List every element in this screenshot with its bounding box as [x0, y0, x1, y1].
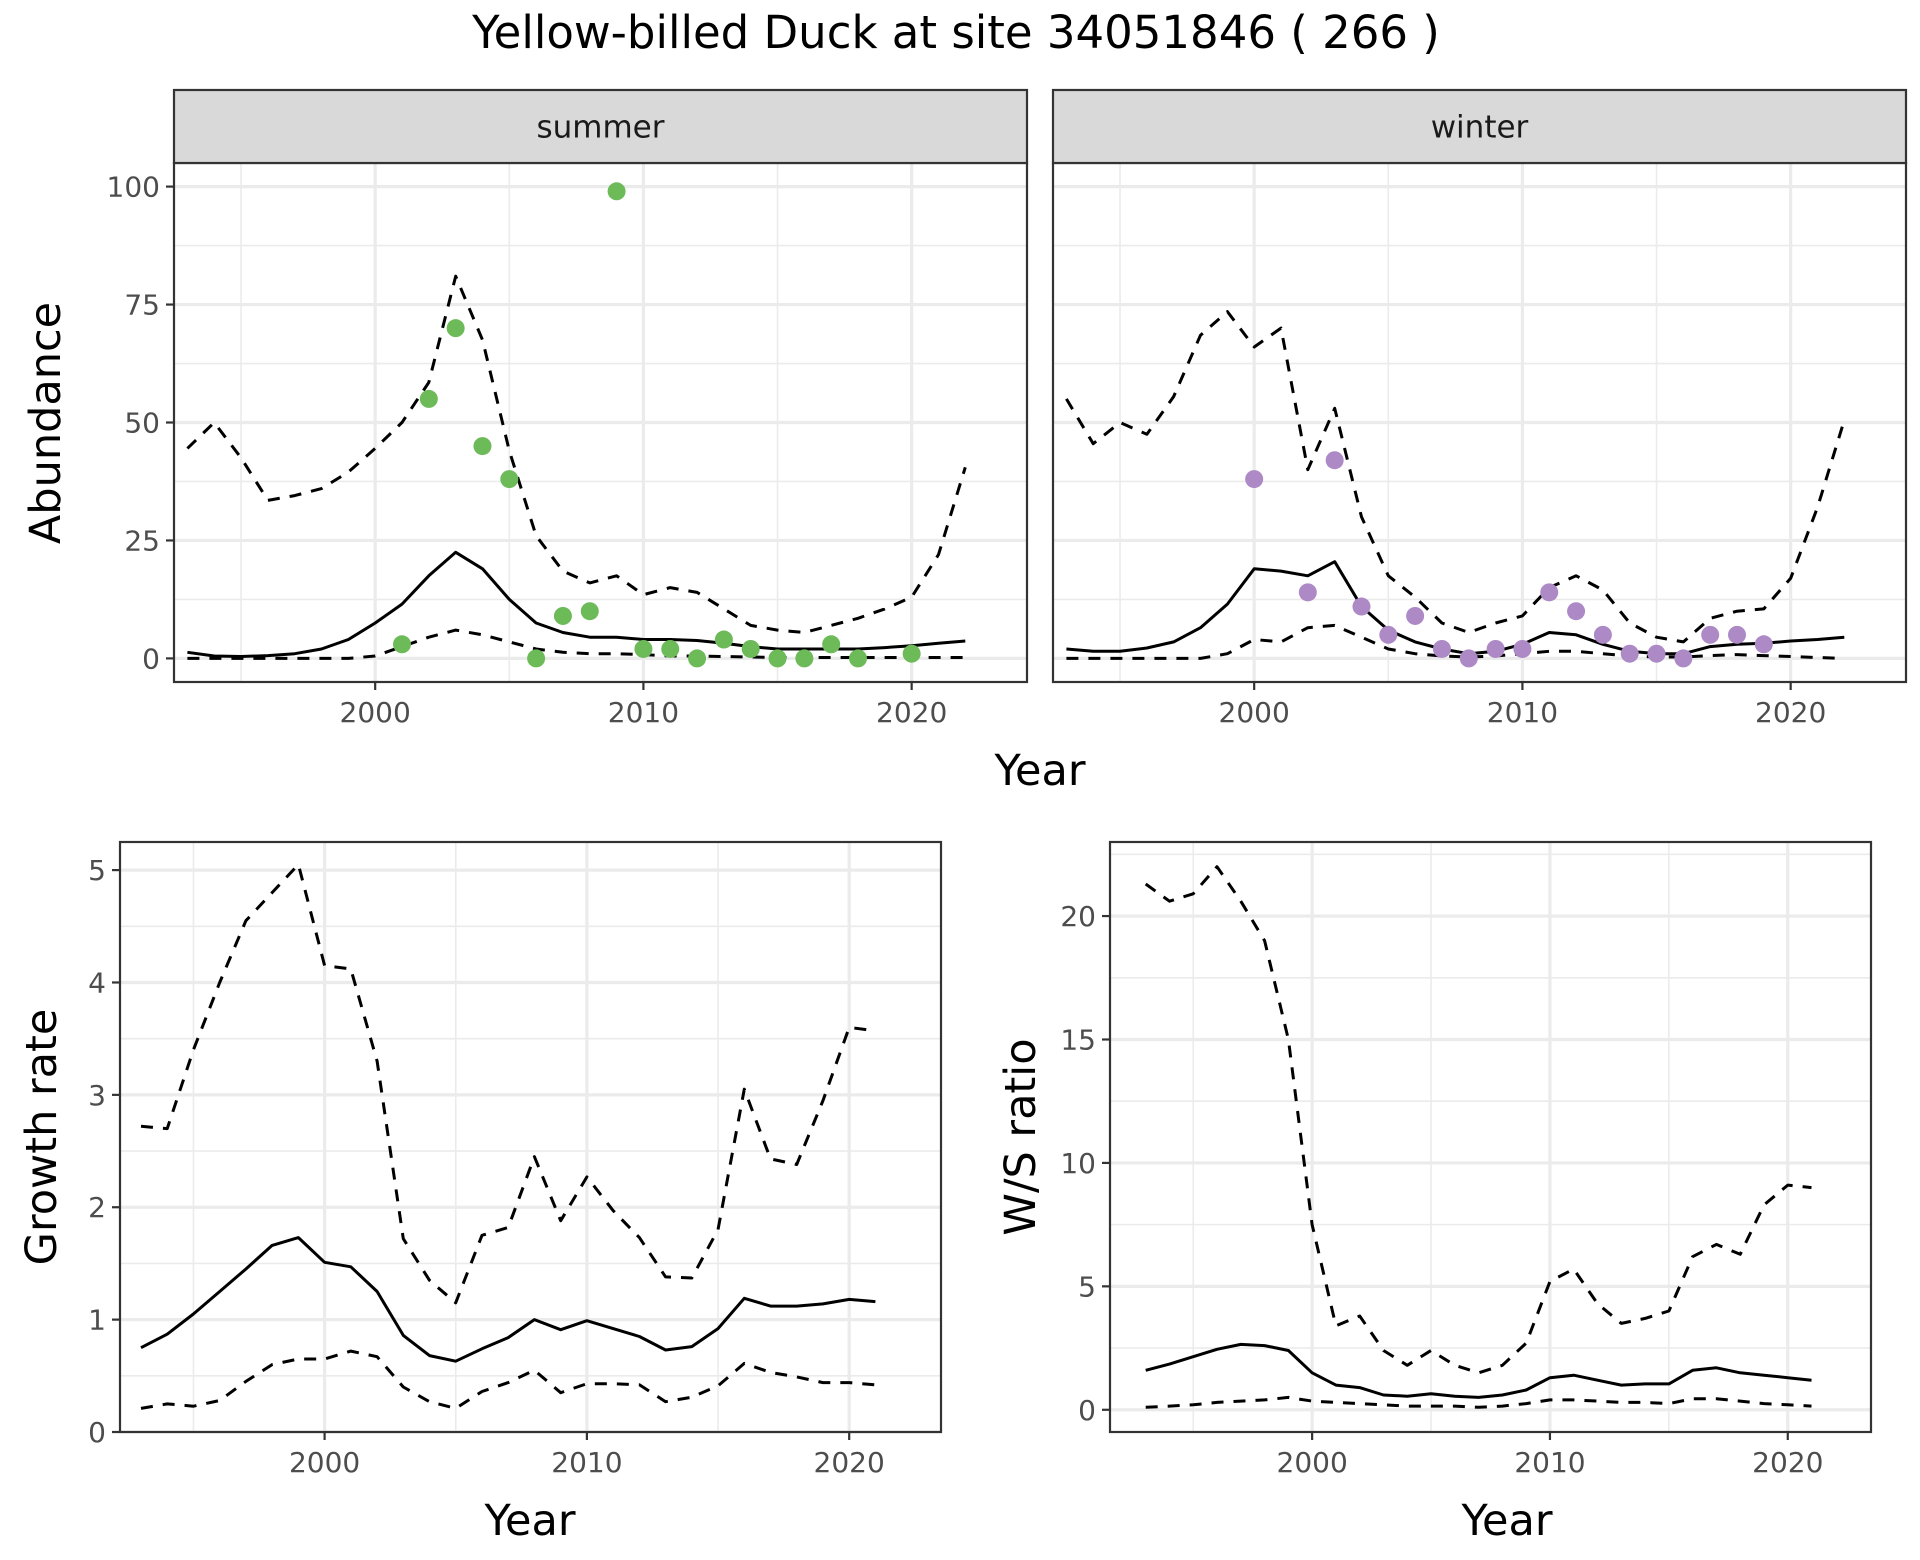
facet-label: winter — [1431, 110, 1529, 146]
ratio-bound-line — [1145, 1395, 1812, 1409]
winter-median-line — [1066, 560, 1845, 656]
x-tick-label: 2010 — [551, 1446, 622, 1479]
winter-data-point — [1593, 625, 1612, 644]
y-axis-title: Abundance — [21, 302, 71, 544]
y-axis-title: Growth rate — [17, 1009, 67, 1266]
growth-bound-line — [140, 863, 876, 1305]
facet-label: summer — [536, 110, 664, 146]
winter-bound-line — [1066, 623, 1845, 660]
winter-data-point — [1728, 625, 1747, 644]
plot-area — [1110, 842, 1871, 1432]
summer-data-point — [688, 649, 707, 668]
winter-data-point — [1352, 597, 1371, 616]
x-tick-label: 2010 — [1514, 1446, 1585, 1479]
y-tick-label: 10 — [1060, 1147, 1096, 1180]
winter-data-point — [1674, 649, 1693, 668]
winter-data-point — [1432, 639, 1451, 658]
summer-data-point — [473, 437, 492, 456]
y-tick-label: 5 — [88, 854, 106, 887]
panel-summer: summer 2000 2010 2020 0 25 50 75 100 Abundance — [21, 88, 1029, 729]
y-tick-label: 15 — [1060, 1023, 1096, 1056]
summer-data-point — [393, 635, 412, 654]
summer-data-point — [553, 606, 572, 625]
panel-border — [1108, 840, 1873, 1434]
panel-border — [118, 840, 943, 1434]
facet-strip — [1051, 88, 1908, 165]
winter-data-point — [1486, 639, 1505, 658]
panel-winter: winter 2000 2010 2020 Year — [993, 88, 1908, 796]
ratio-bound-line — [1144, 865, 1812, 1375]
winter-data-point — [1567, 602, 1586, 621]
growth-median-line — [140, 1236, 876, 1363]
x-tick-label: 2020 — [1752, 1446, 1823, 1479]
winter-data-point — [1406, 606, 1425, 625]
panel-growth: 2000 2010 2020 0 1 2 3 4 5 Year Growth rate — [17, 840, 943, 1546]
summer-data-point — [661, 639, 680, 658]
x-tick-label: 2010 — [1487, 696, 1558, 729]
summer-data-point — [580, 602, 599, 621]
y-tick-label: 2 — [88, 1191, 106, 1224]
x-tick-label: 2010 — [608, 696, 679, 729]
winter-data-point — [1540, 583, 1559, 602]
y-tick-label: 1 — [88, 1304, 106, 1337]
winter-data-point — [1298, 583, 1317, 602]
y-tick-label: 0 — [1078, 1394, 1096, 1427]
x-axis-title: Year — [993, 746, 1085, 796]
summer-data-point — [795, 649, 814, 668]
x-axis-title: Year — [1460, 1496, 1552, 1546]
summer-data-point — [741, 639, 760, 658]
x-tick-label: 2020 — [814, 1446, 885, 1479]
y-tick-label: 5 — [1078, 1270, 1096, 1303]
y-tick-label: 3 — [88, 1079, 106, 1112]
winter-bound-line — [1065, 310, 1846, 644]
winter-data-point — [1620, 644, 1639, 663]
summer-data-point — [500, 470, 519, 489]
summer-bound-line — [186, 274, 967, 634]
winter-data-point — [1459, 649, 1478, 668]
summer-data-point — [768, 649, 787, 668]
y-tick-label: 75 — [124, 289, 160, 322]
winter-data-point — [1379, 625, 1398, 644]
y-tick-label: 100 — [107, 171, 160, 204]
x-tick-label: 2000 — [1219, 696, 1290, 729]
winter-data-point — [1325, 451, 1344, 470]
y-tick-label: 20 — [1060, 900, 1096, 933]
x-axis-title: Year — [483, 1496, 575, 1546]
summer-data-point — [527, 649, 546, 668]
summer-data-point — [822, 635, 841, 654]
winter-data-point — [1513, 639, 1532, 658]
winter-data-point — [1647, 644, 1666, 663]
x-tick-label: 2020 — [1755, 696, 1826, 729]
facet-strip — [172, 88, 1029, 165]
summer-data-point — [849, 649, 868, 668]
y-tick-label: 0 — [88, 1416, 106, 1449]
summer-data-point — [419, 389, 438, 408]
summer-data-point — [607, 182, 626, 201]
y-tick-label: 4 — [88, 966, 106, 999]
y-tick-label: 0 — [142, 642, 160, 675]
summer-data-point — [634, 639, 653, 658]
summer-data-point — [714, 630, 733, 649]
summer-data-point — [446, 319, 465, 338]
growth-bound-line — [140, 1349, 876, 1410]
winter-data-point — [1245, 470, 1264, 489]
y-tick-label: 50 — [124, 407, 160, 440]
ratio-median-line — [1145, 1342, 1812, 1399]
x-tick-label: 2000 — [340, 696, 411, 729]
figure-title: Yellow-billed Duck at site 34051846 ( 26… — [471, 6, 1440, 59]
y-axis-title: W/S ratio — [996, 1038, 1046, 1235]
panel-ratio: 2000 2010 2020 0 5 10 15 20 Year W/S ratio — [996, 840, 1873, 1546]
y-tick-label: 25 — [124, 524, 160, 557]
x-tick-label: 2000 — [289, 1446, 360, 1479]
x-tick-label: 2000 — [1277, 1446, 1348, 1479]
winter-data-point — [1701, 625, 1720, 644]
x-tick-label: 2020 — [876, 696, 947, 729]
plot-area — [120, 842, 941, 1432]
winter-data-point — [1754, 635, 1773, 654]
summer-data-point — [902, 644, 921, 663]
